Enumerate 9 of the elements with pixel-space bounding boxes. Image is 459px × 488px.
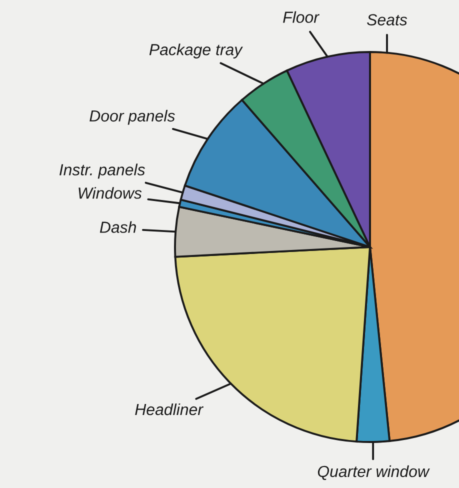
slice-label: Floor [283,11,320,23]
slice-label: Package tray [149,44,243,58]
slice-label: Door panels [90,110,175,125]
slice-label: Seats [367,14,408,26]
slice-label: Instr. panels [60,164,145,179]
slice-label: Dash [100,221,136,233]
slice-label: Quarter window [318,465,430,480]
slice-label: Headliner [135,403,204,416]
legend-label: Windows [78,187,142,199]
